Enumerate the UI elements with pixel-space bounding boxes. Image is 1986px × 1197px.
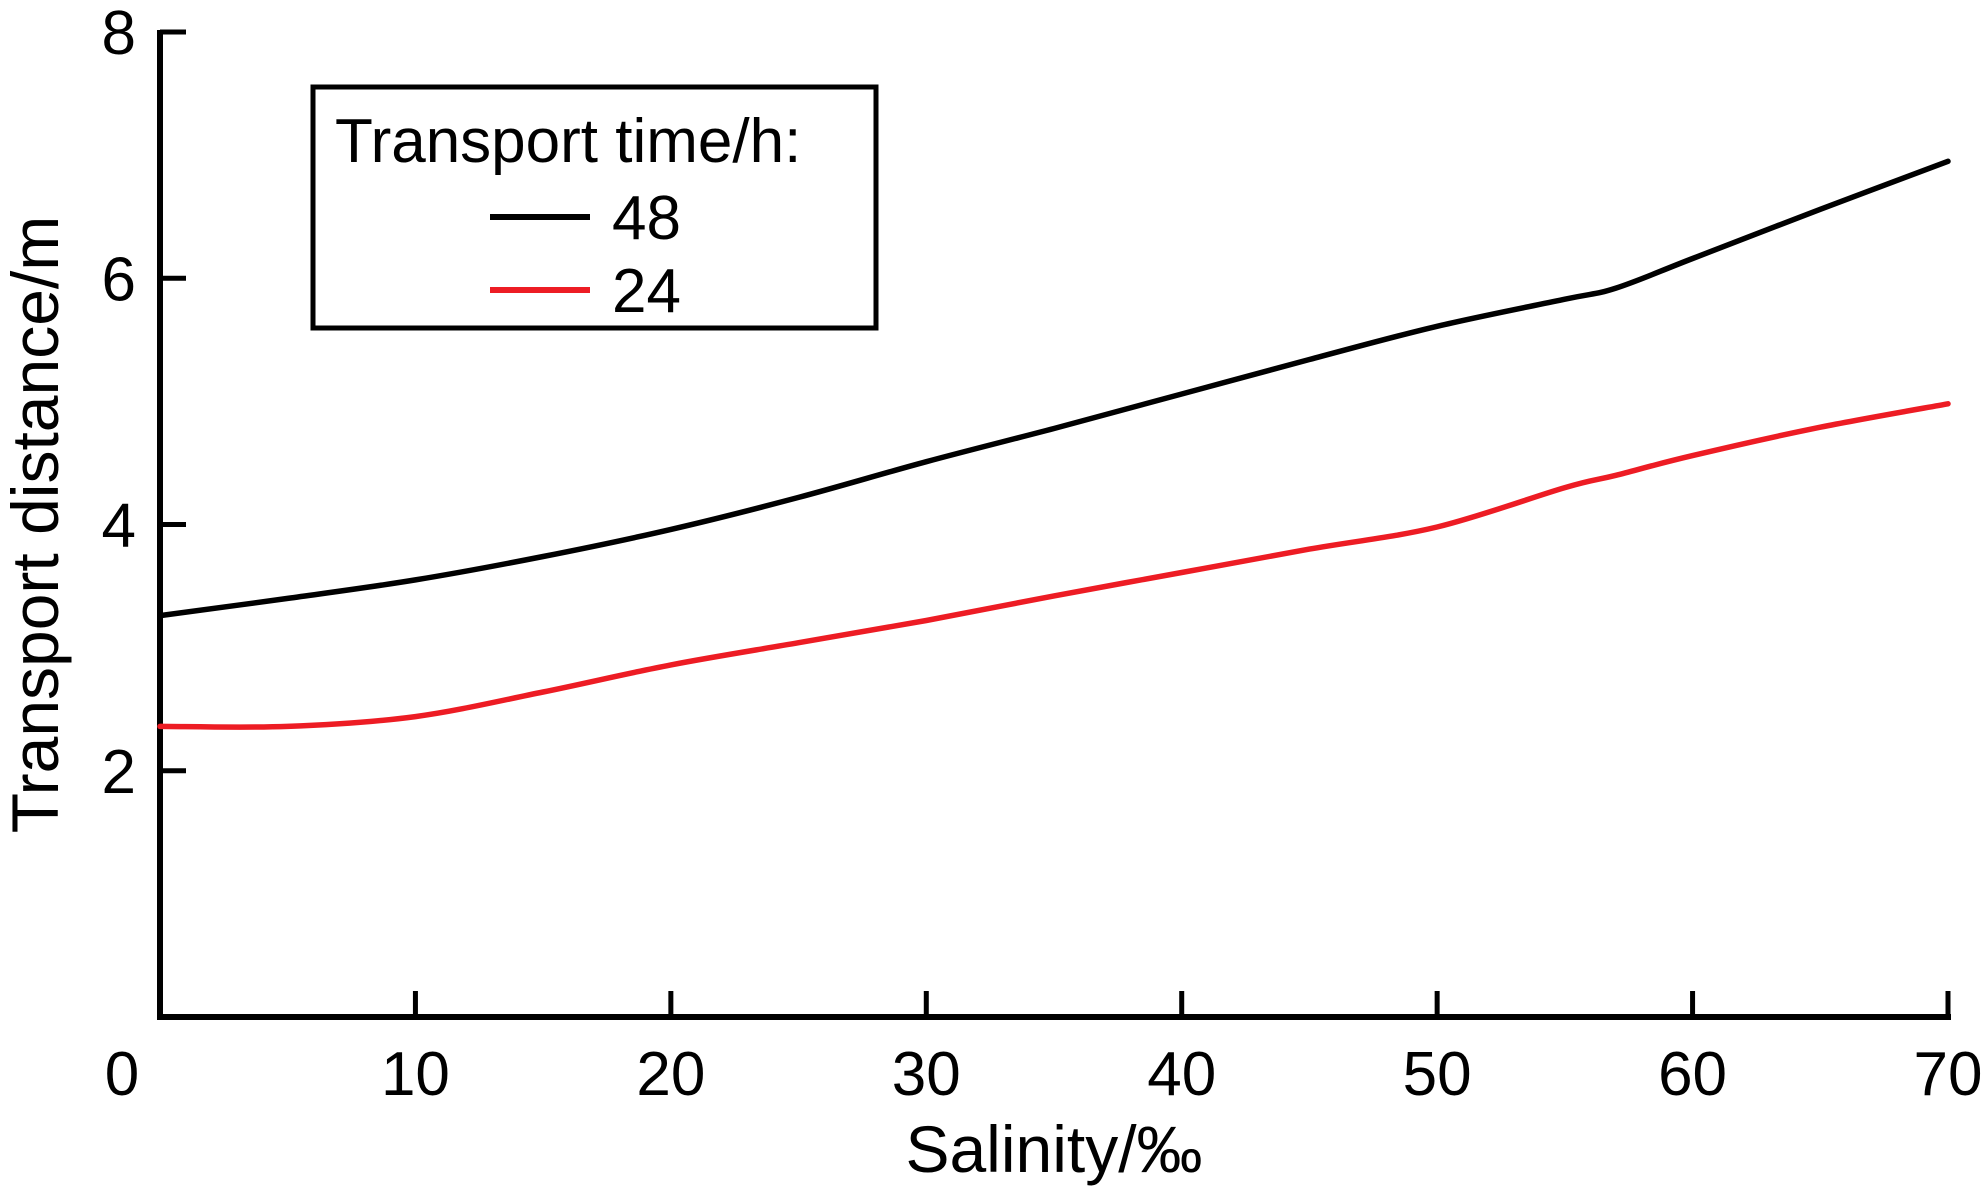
- x-tick-label: 70: [1914, 1040, 1983, 1109]
- x-tick-label: 50: [1403, 1040, 1472, 1109]
- y-tick-label: 6: [102, 245, 136, 314]
- x-tick-label: 0: [105, 1040, 139, 1109]
- legend-box: [310, 84, 879, 331]
- x-tick-label: 40: [1147, 1040, 1216, 1109]
- x-axis-title: Salinity/‰: [905, 1112, 1202, 1186]
- legend-label-48: 48: [612, 184, 681, 253]
- y-tick-label: 4: [102, 492, 136, 561]
- series-line-24: [157, 401, 1951, 730]
- y-tick-label: 2: [102, 738, 136, 807]
- series-line-48: [157, 158, 1951, 619]
- x-tick-label: 10: [381, 1040, 450, 1109]
- x-tick-label: 20: [636, 1040, 705, 1109]
- legend-label-24: 24: [612, 257, 681, 326]
- y-axis-title: Transport distance/m: [0, 216, 72, 833]
- y-tick-label: 8: [102, 0, 136, 68]
- x-tick-label: 60: [1658, 1040, 1727, 1109]
- legend-title: Transport time/h:: [335, 107, 801, 176]
- x-tick-label: 30: [892, 1040, 961, 1109]
